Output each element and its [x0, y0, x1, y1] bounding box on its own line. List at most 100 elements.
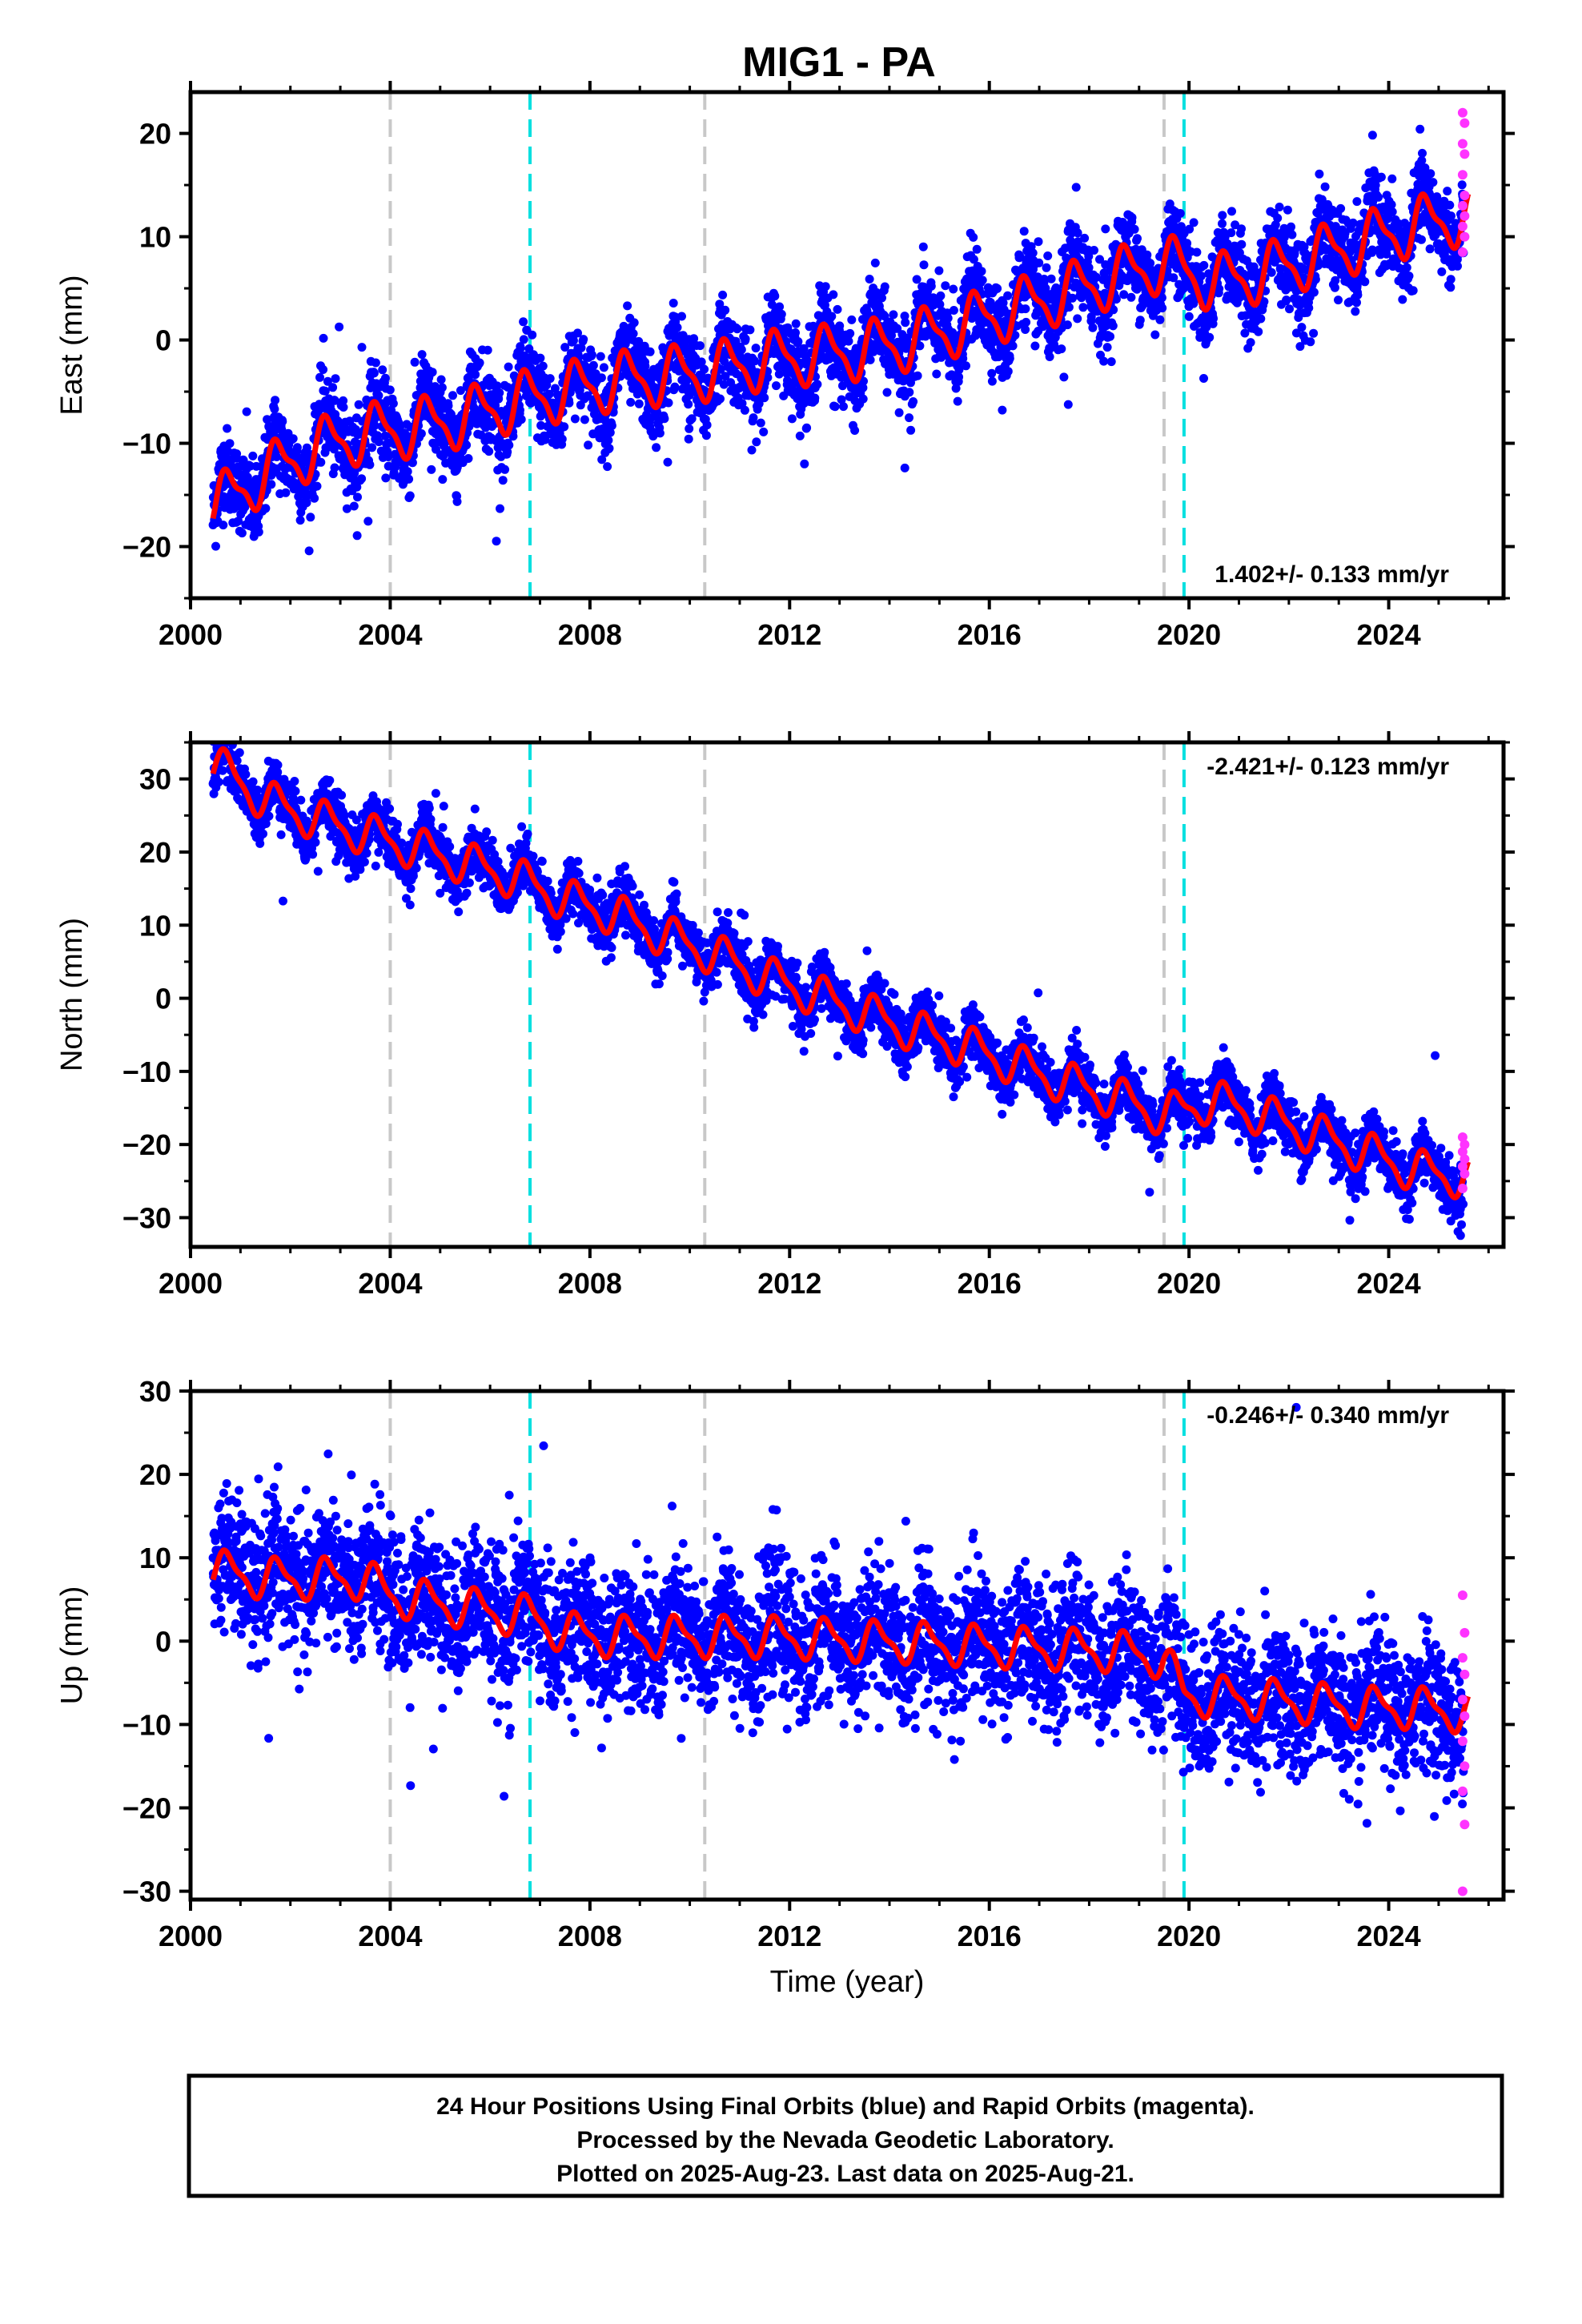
data-point — [1114, 281, 1124, 290]
data-point — [331, 374, 340, 384]
data-point — [934, 266, 944, 275]
data-point — [220, 728, 229, 737]
data-point — [276, 830, 286, 839]
data-point — [1237, 239, 1247, 249]
data-point — [775, 302, 785, 312]
data-point — [1330, 283, 1339, 292]
data-point — [330, 463, 339, 472]
data-point — [267, 480, 276, 489]
data-point — [850, 426, 860, 435]
data-point — [596, 373, 606, 383]
data-point — [464, 372, 473, 382]
data-point — [721, 305, 730, 315]
data-point — [492, 381, 502, 391]
data-point — [1215, 284, 1224, 294]
data-point — [835, 321, 845, 331]
data-point — [900, 312, 909, 321]
data-point — [1196, 271, 1206, 281]
data-point — [645, 347, 655, 356]
data-point — [456, 386, 465, 396]
data-point — [1189, 218, 1199, 227]
x-tick-label: 2012 — [757, 618, 821, 651]
data-point — [652, 443, 661, 452]
data-point — [696, 341, 705, 351]
data-point — [969, 255, 978, 264]
data-point — [1275, 203, 1284, 211]
data-point — [1010, 331, 1020, 340]
rapid-orbit-point — [1460, 191, 1470, 200]
data-point — [1420, 62, 1429, 70]
data-point — [918, 242, 928, 251]
data-point — [310, 493, 319, 503]
data-point — [315, 372, 324, 382]
data-point — [1426, 169, 1435, 179]
data-point — [1003, 291, 1013, 300]
data-point — [1351, 307, 1360, 316]
data-point — [660, 414, 669, 424]
data-point — [495, 388, 504, 397]
data-point — [718, 290, 728, 300]
data-point — [278, 416, 287, 426]
data-point — [915, 341, 925, 351]
data-point — [417, 350, 427, 360]
data-point — [367, 443, 377, 452]
data-point — [993, 283, 1002, 293]
data-point — [335, 322, 344, 332]
data-point — [1227, 228, 1236, 238]
data-point — [998, 298, 1008, 308]
data-point — [560, 422, 569, 432]
data-point — [733, 324, 742, 334]
data-point — [701, 431, 711, 440]
data-point — [583, 391, 592, 400]
data-point — [1237, 224, 1246, 234]
data-point — [719, 380, 729, 389]
data-point — [1086, 312, 1096, 321]
data-point — [1445, 200, 1455, 210]
data-point — [1084, 263, 1094, 272]
data-point — [1043, 251, 1053, 260]
data-point — [1404, 271, 1414, 281]
plot-frame — [188, 90, 1506, 601]
data-point — [584, 440, 593, 450]
data-point — [760, 393, 769, 403]
data-point — [1291, 328, 1301, 338]
data-point — [1185, 224, 1195, 234]
data-point — [629, 318, 639, 328]
data-point — [623, 301, 632, 311]
data-point — [1446, 275, 1456, 284]
data-point — [508, 432, 518, 441]
data-point — [568, 336, 578, 345]
data-point — [821, 282, 830, 292]
data-point — [1071, 183, 1081, 192]
data-point — [1331, 222, 1340, 231]
data-point — [450, 425, 460, 435]
data-point — [579, 335, 588, 344]
data-point — [1387, 174, 1397, 183]
data-point — [319, 365, 328, 374]
data-point — [987, 376, 997, 386]
data-point — [444, 401, 453, 411]
data-point — [865, 275, 874, 283]
data-point — [587, 350, 596, 360]
data-point — [741, 334, 750, 344]
data-point — [1352, 298, 1361, 308]
rapid-orbit-point — [1457, 200, 1468, 211]
data-point — [958, 354, 968, 364]
data-point — [273, 760, 283, 770]
data-point — [464, 454, 473, 463]
data-point — [1059, 372, 1069, 382]
data-point — [475, 358, 484, 368]
data-point — [833, 304, 842, 314]
rate-label: 1.402+/- 0.133 mm/yr — [1215, 561, 1449, 588]
data-point — [1425, 244, 1435, 254]
data-point — [1030, 341, 1040, 351]
data-point — [237, 529, 247, 538]
data-point — [272, 452, 282, 461]
data-point — [408, 458, 417, 468]
data-point — [218, 766, 227, 775]
data-point — [1022, 317, 1031, 327]
data-point — [1413, 179, 1423, 189]
data-point — [536, 353, 545, 363]
data-point — [869, 347, 878, 356]
data-point — [977, 267, 986, 276]
